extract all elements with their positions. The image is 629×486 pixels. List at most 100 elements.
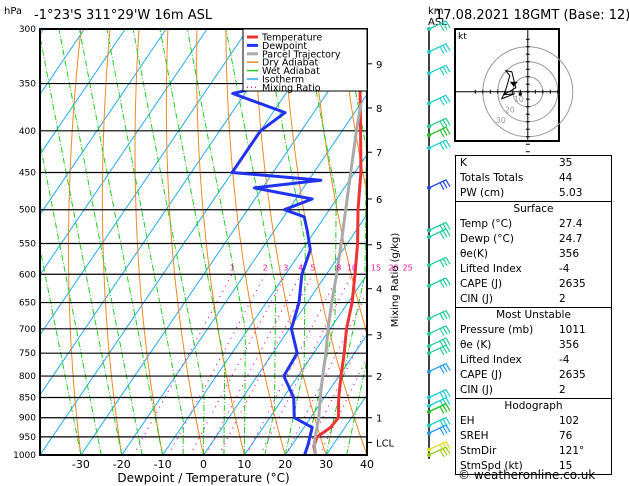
pressure-tick-label: 550	[19, 239, 36, 249]
location-title: -1°23'S 311°29'W 16m ASL	[34, 8, 213, 23]
wet-adiabat-line	[58, 29, 143, 455]
temperature-tick-label: -10	[154, 458, 172, 471]
mu-row: CIN (J) 2	[460, 384, 566, 396]
height-tick-label: 8	[376, 104, 382, 115]
index-row-totals: Totals Totals 44	[460, 172, 573, 184]
barb-flag	[442, 258, 448, 266]
surface-title: Surface	[513, 203, 554, 215]
hodograph-title: Hodograph	[504, 400, 563, 412]
mixing-ratio-line	[189, 273, 287, 455]
surface-row: θe(K) 356	[460, 248, 580, 260]
barb-flag	[442, 230, 448, 238]
barb-flag	[445, 179, 451, 188]
wind-barbs	[427, 20, 451, 459]
pressure-tick-label: 950	[19, 433, 36, 443]
legend-label: Isotherm	[262, 75, 304, 86]
isotherm-line	[243, 273, 367, 455]
legend-label: Parcel Trajectory	[262, 49, 341, 60]
mixing-ratio-line	[259, 273, 353, 455]
barb-flag	[445, 256, 451, 265]
barb-flag	[445, 277, 451, 286]
height-tick-label: 2	[376, 372, 382, 383]
mu-row: θe (K) 356	[460, 339, 580, 351]
indices-top-section: K 35 Totals Totals 44 PW (cm) 5.03	[456, 156, 611, 201]
temperature-tick-label: -30	[72, 458, 90, 471]
wet-adiabat-line	[79, 29, 164, 455]
mixing-ratio-label: 1	[230, 263, 235, 272]
barb-flag	[445, 94, 451, 103]
mixing-ratio-line	[167, 273, 266, 455]
barb-flag	[445, 363, 451, 371]
barb-flag	[442, 442, 448, 451]
barb-flag	[445, 228, 451, 237]
legend-label: Dry Adiabat	[262, 58, 319, 69]
barb-flag	[442, 326, 448, 335]
mixing-ratio-label: 2	[263, 263, 268, 272]
dry-adiabat-line	[134, 29, 164, 455]
wind-barb	[428, 446, 451, 458]
wind-barb	[428, 424, 451, 436]
height-tick-label: 9	[376, 60, 382, 71]
barb-flag	[442, 311, 448, 320]
legend-box	[242, 28, 368, 92]
barb-flag	[439, 313, 445, 321]
temperature-line	[312, 29, 364, 455]
barb-flag	[439, 347, 445, 356]
legend-label: Dewpoint	[262, 41, 307, 52]
barb-flag	[445, 118, 451, 126]
dry-adiabat-line	[341, 29, 367, 196]
mixing-ratio-label: 15	[371, 263, 381, 272]
barb-flag	[445, 441, 451, 449]
mixing-ratio-label: 4	[298, 263, 303, 272]
height-tick-label: 6	[376, 195, 382, 206]
pressure-tick-label: 750	[19, 349, 36, 359]
wet-adiabat-line	[225, 29, 277, 455]
dewpoint-line	[230, 29, 366, 455]
barb-flag	[442, 22, 448, 30]
wind-barb	[428, 388, 451, 400]
barb-flag	[439, 444, 445, 452]
barb-flag	[445, 20, 451, 29]
pressure-tick-label: 1000	[13, 451, 36, 461]
barb-flag	[439, 23, 445, 32]
mixing-ratio-label: 3	[283, 263, 288, 272]
index-row-pw: PW (cm) 5.03	[460, 187, 583, 199]
legend-label: Temperature	[261, 33, 322, 44]
barb-flag	[445, 64, 451, 73]
wind-barb	[428, 228, 451, 240]
barb-flag	[439, 449, 445, 458]
wind-barb	[428, 64, 451, 76]
barb-flag	[445, 43, 451, 52]
mixing-ratio-label: 25	[403, 263, 413, 272]
wind-barb	[428, 94, 451, 106]
barb-flag	[442, 96, 448, 104]
datetime-title: 17.08.2021 18GMT (Base: 12)	[435, 8, 629, 23]
wind-barb	[428, 20, 451, 32]
wind-barb	[428, 139, 451, 151]
surface-row: CAPE (J) 2635	[460, 278, 586, 290]
barb-flag	[442, 66, 448, 74]
index-row-k: K 35	[460, 157, 573, 169]
barb-flag	[439, 427, 445, 436]
indices-table: K 35 Totals Totals 44 PW (cm) 5.03 Surface …	[455, 155, 612, 475]
parcel-trajectory-line	[312, 102, 363, 455]
barb-flag	[445, 403, 451, 412]
isotherm-line	[40, 29, 208, 276]
barb-flag	[442, 119, 448, 128]
pressure-tick-label: 400	[19, 127, 36, 137]
mu-row: Pressure (mb) 1011	[460, 324, 586, 336]
barb-flag	[442, 278, 448, 287]
temperature-tick-label: -20	[113, 458, 131, 471]
barb-flag	[439, 259, 445, 268]
barb-flag	[445, 446, 451, 455]
wind-barb	[428, 397, 451, 408]
wind-barb	[428, 441, 451, 452]
storm-motion-marker	[509, 81, 518, 87]
barb-flag	[442, 141, 448, 149]
wind-barb	[428, 309, 451, 321]
hodo-row: SREH 76	[460, 430, 573, 442]
surface-row: Temp (°C) 27.4	[460, 218, 583, 230]
barb-flag	[445, 325, 451, 334]
